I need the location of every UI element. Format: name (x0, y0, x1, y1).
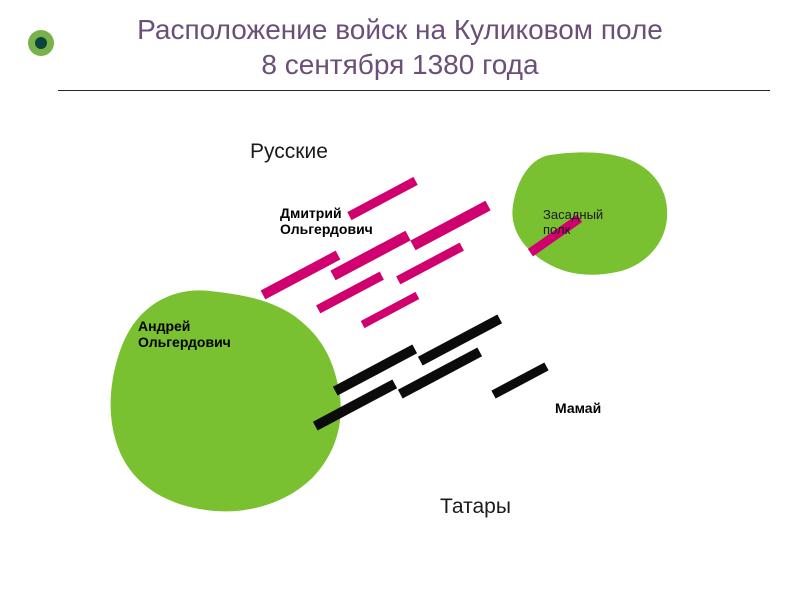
label-ambush-regiment: Засадный полк (543, 208, 603, 238)
title-underline (58, 90, 770, 91)
russian-bar-3 (410, 200, 490, 250)
slide-title: Расположение войск на Куликовом поле 8 с… (0, 12, 800, 82)
tatar-bar-4 (491, 362, 548, 398)
label-andrey-olgerdovich: Андрей Ольгердович (138, 318, 231, 350)
russian-bar-6 (361, 292, 419, 328)
label-mamay: Мамай (555, 400, 601, 416)
russian-bar-5 (396, 242, 464, 284)
slide-title-line2: 8 сентября 1380 года (261, 49, 538, 80)
label-tatars: Татары (440, 495, 511, 519)
label-dmitry-olgerdovich: Дмитрий Ольгердович (280, 205, 373, 237)
slide-title-line1: Расположение войск на Куликовом поле (137, 14, 663, 45)
label-russians: Русские (250, 140, 328, 164)
russian-bar-2 (330, 230, 410, 280)
